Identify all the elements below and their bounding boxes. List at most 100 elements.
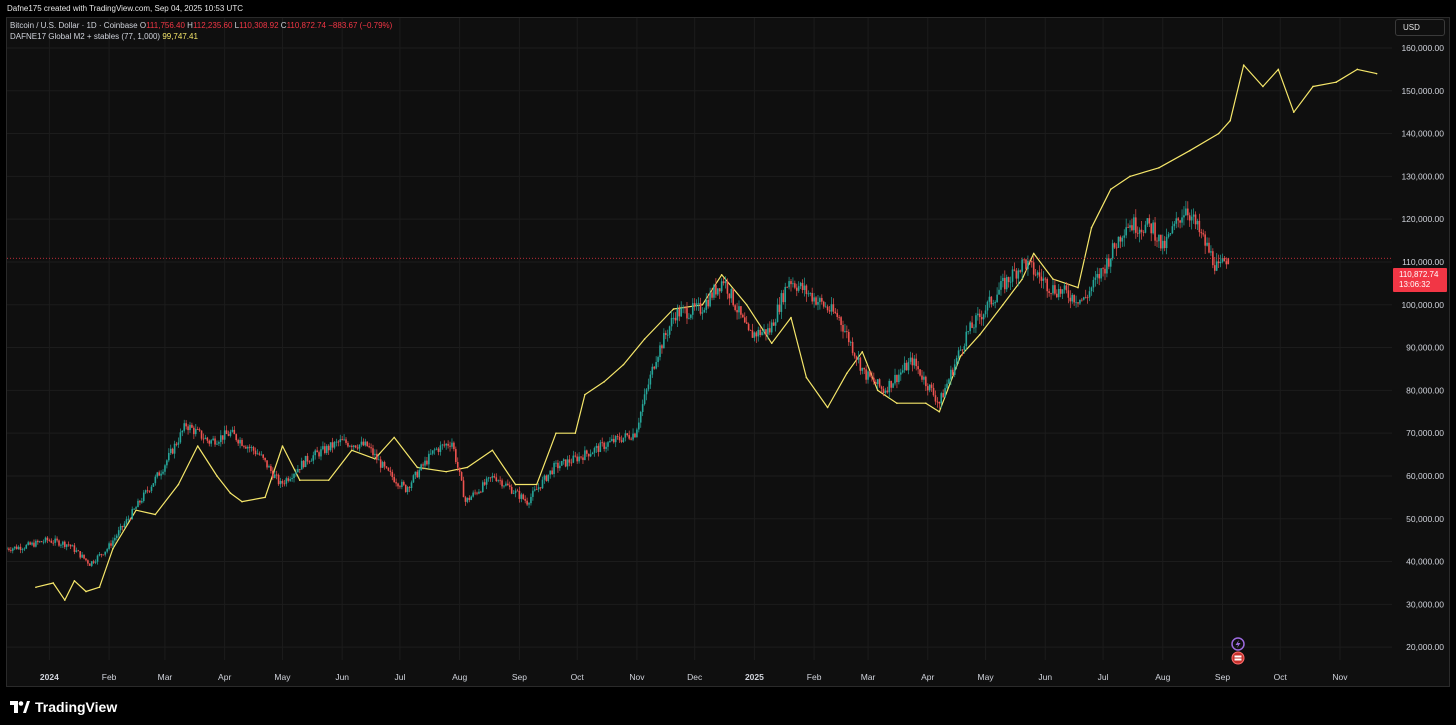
candle-body — [403, 481, 405, 485]
candle-body — [1152, 222, 1154, 234]
event-flash-icon[interactable] — [1231, 637, 1245, 651]
candle-body — [347, 442, 349, 447]
candle-body — [445, 443, 447, 446]
m2-indicator-point — [1335, 81, 1337, 83]
event-flag-icon[interactable] — [1231, 651, 1245, 665]
candle-body — [108, 543, 110, 550]
candle-body — [1000, 281, 1002, 290]
candle-body — [329, 442, 332, 451]
candle-body — [607, 442, 609, 447]
candle-body — [1121, 237, 1124, 242]
candle-body — [175, 443, 178, 445]
candle-body — [938, 401, 941, 404]
candle-body — [1212, 251, 1214, 266]
candle-body — [955, 357, 958, 365]
candle-body — [545, 475, 548, 482]
chart-pane[interactable]: 20,000.00 30,000.00 40,000.00 50,000.00 60,0… — [6, 17, 1450, 687]
candle-body — [270, 466, 272, 471]
tradingview-brand[interactable]: TradingView — [10, 697, 117, 717]
candle-body — [697, 302, 700, 304]
candle-body — [736, 310, 738, 313]
candle-body — [574, 455, 577, 457]
candle-body — [874, 381, 877, 385]
candle-body — [753, 332, 756, 338]
x-tick-label: May — [274, 672, 291, 682]
candle-body — [876, 379, 879, 385]
candle-body — [512, 493, 515, 494]
candle-body — [497, 480, 500, 482]
candle-body — [923, 376, 925, 380]
candle-body — [555, 462, 557, 464]
candle-body — [464, 497, 467, 502]
candle-body — [358, 444, 361, 449]
candle-body — [1173, 223, 1176, 227]
m2-indicator-point — [35, 586, 37, 589]
candle-body — [961, 349, 964, 351]
candle-body — [1160, 234, 1162, 249]
candle-body — [385, 466, 388, 468]
x-tick-label: Sep — [512, 672, 527, 682]
candle-body — [747, 323, 750, 331]
symbol-legend-row[interactable]: Bitcoin / U.S. Dollar · 1D · Coinbase O1… — [10, 20, 392, 31]
candle-body — [379, 459, 382, 468]
candle-body — [250, 447, 253, 448]
candle-body — [795, 287, 798, 291]
candle-body — [946, 383, 948, 389]
currency-button[interactable]: USD — [1395, 19, 1445, 36]
candle-body — [404, 484, 407, 493]
m2-indicator-point — [959, 355, 962, 357]
x-tick-label: Feb — [807, 672, 822, 682]
candle-body — [295, 472, 297, 474]
candle-body — [1052, 285, 1054, 294]
candle-body — [998, 289, 1000, 295]
candle-body — [982, 314, 985, 320]
candle-body — [1181, 217, 1183, 223]
candle-body — [508, 485, 511, 487]
candle-body — [591, 452, 594, 455]
candle-body — [530, 496, 532, 504]
candle-body — [905, 362, 908, 371]
m2-indicator-point — [978, 333, 981, 336]
indicator-legend-row[interactable]: DAFNE17 Global M2 + stables (77, 1,000) … — [10, 31, 392, 42]
candle-body — [926, 386, 929, 391]
credit-text: Dafne175 created with TradingView.com, S… — [7, 4, 243, 13]
candle-body — [742, 314, 744, 318]
m2-indicator-point — [466, 466, 469, 469]
candle-body — [462, 480, 465, 498]
candle-body — [828, 310, 831, 312]
candle-body — [1192, 214, 1195, 217]
candle-body — [218, 442, 220, 444]
candle-body — [245, 446, 247, 449]
candle-body — [306, 455, 309, 462]
candle-body — [38, 541, 41, 543]
candle-body — [612, 438, 615, 443]
candle-body — [664, 333, 667, 336]
candle-body — [603, 442, 605, 449]
candle-body — [570, 462, 573, 464]
candle-body — [597, 445, 600, 452]
chart-canvas[interactable]: 20,000.00 30,000.00 40,000.00 50,000.00 60,0… — [7, 18, 1451, 688]
candle-body — [73, 545, 76, 552]
candle-body — [383, 462, 386, 467]
candle-body — [1108, 258, 1110, 267]
candle-body — [1090, 287, 1093, 292]
candle-body — [576, 456, 578, 462]
candle-body — [173, 443, 176, 454]
candle-body — [297, 468, 299, 473]
candle-body — [316, 450, 318, 453]
candle-body — [1217, 261, 1220, 264]
candle-body — [1135, 217, 1137, 233]
m2-indicator-point — [1109, 188, 1112, 190]
candle-body — [204, 437, 207, 440]
candle-body — [528, 503, 530, 505]
candle-body — [110, 543, 112, 546]
m2-indicator-point — [1090, 226, 1093, 229]
candle-body — [87, 560, 89, 564]
candle-body — [770, 322, 773, 333]
m2-indicator-point — [216, 475, 218, 477]
candle-body — [48, 540, 51, 541]
candle-body — [1040, 276, 1043, 281]
x-tick-label: Jul — [395, 672, 406, 682]
candle-body — [189, 424, 191, 431]
candle-body — [1082, 297, 1085, 300]
